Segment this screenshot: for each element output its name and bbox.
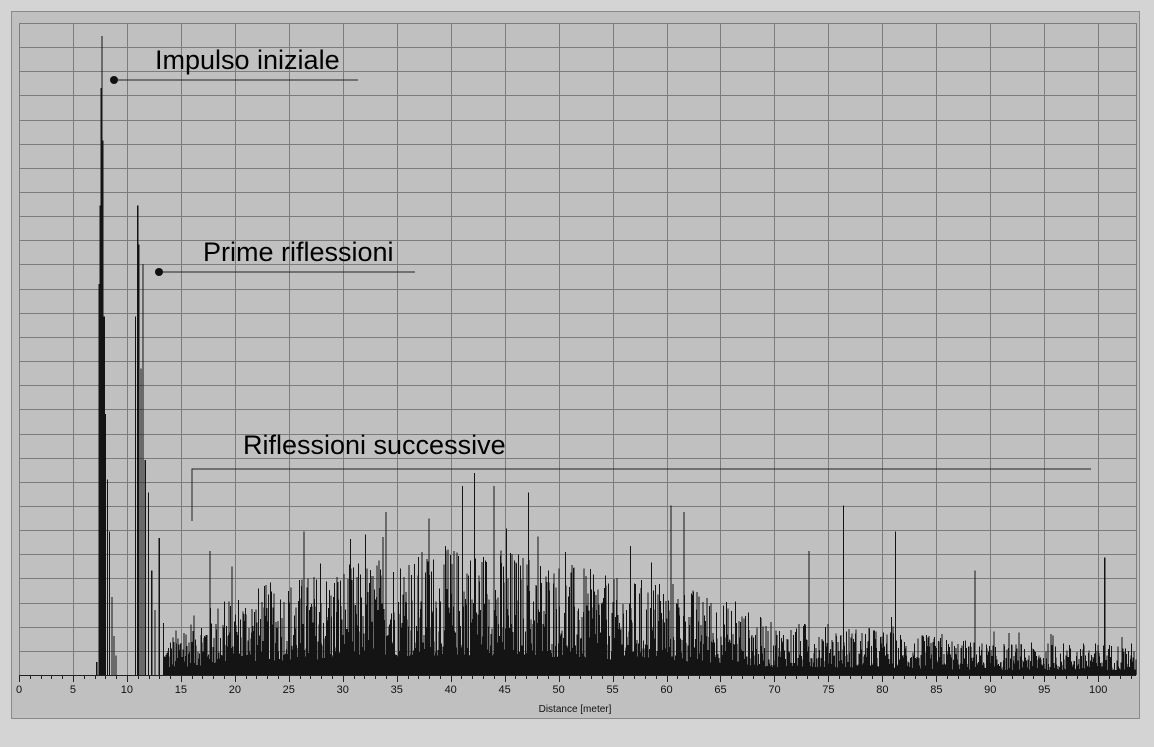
x-tick-label: 45 <box>499 684 511 696</box>
x-tick-label: 60 <box>660 684 672 696</box>
x-tick-label: 55 <box>606 684 618 696</box>
x-axis: 0 5 10 15 20 25 30 35 40 45 50 55 60 65 70 75 80 85 90 95 10… <box>16 676 1132 696</box>
annotation-bracket-successive <box>191 468 1091 521</box>
x-tick-label: 10 <box>121 684 133 696</box>
grid <box>19 23 1137 676</box>
x-tick-label: 50 <box>552 684 564 696</box>
x-tick-label: 20 <box>229 684 241 696</box>
annotation-impulso-iniziale: Impulso iniziale <box>155 45 340 75</box>
impulse-response-chart: 0 5 10 15 20 25 30 35 40 45 50 55 60 65 70 75 80 85 90 95 10… <box>16 23 1137 715</box>
x-tick-label: 65 <box>714 684 726 696</box>
annotation-dot-prime <box>155 268 163 276</box>
annotation-riflessioni-successive: Riflessioni successive <box>243 430 506 460</box>
x-tick-label: 80 <box>876 684 888 696</box>
x-tick-label: 75 <box>822 684 834 696</box>
x-tick-label: 25 <box>283 684 295 696</box>
x-tick-label: 30 <box>337 684 349 696</box>
x-tick-label: 40 <box>445 684 457 696</box>
annotation-dot-impulso <box>110 76 118 84</box>
annotations: Impulso iniziale Prime riflessioni Rifle… <box>110 45 1091 521</box>
x-tick-label: 5 <box>70 684 76 696</box>
x-tick-label: 35 <box>391 684 403 696</box>
x-tick-label: 90 <box>984 684 996 696</box>
annotation-prime-riflessioni: Prime riflessioni <box>203 237 394 267</box>
x-tick-label: 100 <box>1089 684 1107 696</box>
chart-frame: 0 5 10 15 20 25 30 35 40 45 50 55 60 65 70 75 80 85 90 95 10… <box>11 11 1140 719</box>
x-axis-label: Distance [meter] <box>539 704 612 715</box>
x-tick-label: 95 <box>1038 684 1050 696</box>
impulse-bars <box>19 36 1137 676</box>
x-tick-label: 70 <box>768 684 780 696</box>
x-tick-label: 15 <box>175 684 187 696</box>
x-tick-label: 0 <box>16 684 22 696</box>
x-tick-label: 85 <box>930 684 942 696</box>
